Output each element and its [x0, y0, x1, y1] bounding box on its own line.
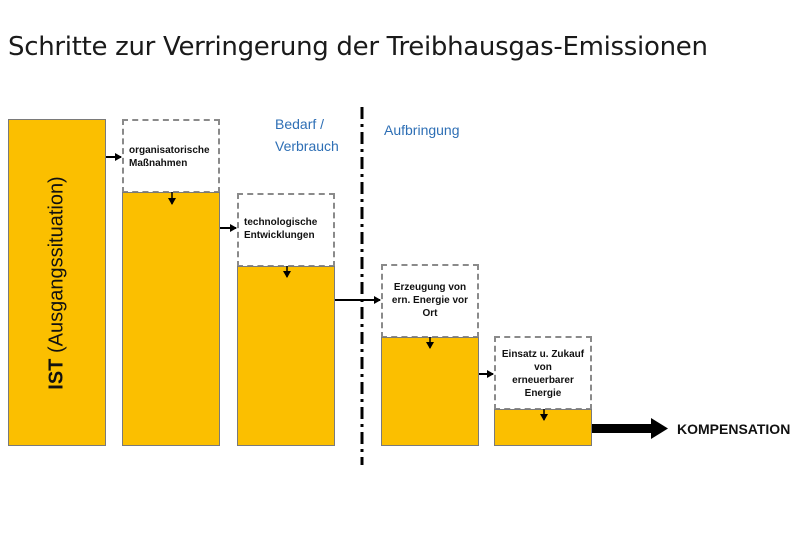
kompensation-arrow-head — [651, 418, 668, 439]
step3-bar — [381, 337, 479, 446]
step3-reduction-box — [381, 264, 479, 338]
step2-label-line1: technologische — [244, 217, 318, 228]
header-aufbringung: Aufbringung — [384, 122, 460, 138]
step4-label: Einsatz u. Zukauf von erneuerbarer Energ… — [496, 348, 590, 400]
header-bedarf: Bedarf / Verbrauch — [275, 113, 339, 157]
step3-label-line1: Erzeugung von — [393, 282, 467, 293]
step3-label-line3: Ort — [422, 308, 438, 319]
header-bedarf-line1: Bedarf / — [275, 116, 325, 132]
step3-label: Erzeugung von ern. Energie vor Ort — [383, 281, 477, 320]
step4-label-line3: erneuerbarer — [512, 375, 574, 386]
step3-label-line2: ern. Energie vor — [391, 295, 469, 306]
ist-bar — [8, 119, 106, 446]
kompensation-arrow-shaft — [592, 424, 652, 433]
step2-bar — [237, 266, 335, 446]
step4-label-line4: Energie — [524, 388, 562, 399]
kompensation-label: KOMPENSATION — [677, 421, 791, 437]
step2-label: technologische Entwicklungen — [244, 216, 317, 242]
step2-label-line2: Entwicklungen — [244, 230, 315, 241]
header-bedarf-line2: Verbrauch — [275, 138, 339, 154]
diagram-title: Schritte zur Verringerung der Treibhausg… — [8, 32, 708, 62]
step4-label-line1: Einsatz u. Zukauf — [501, 349, 585, 360]
step1-label: organisatorische Maßnahmen — [129, 144, 210, 170]
step1-bar — [122, 192, 220, 446]
step1-label-line2: Maßnahmen — [129, 158, 188, 169]
step1-label-line1: organisatorische — [129, 145, 210, 156]
step4-label-line2: von — [534, 362, 552, 373]
step2-reduction-box — [237, 193, 335, 267]
